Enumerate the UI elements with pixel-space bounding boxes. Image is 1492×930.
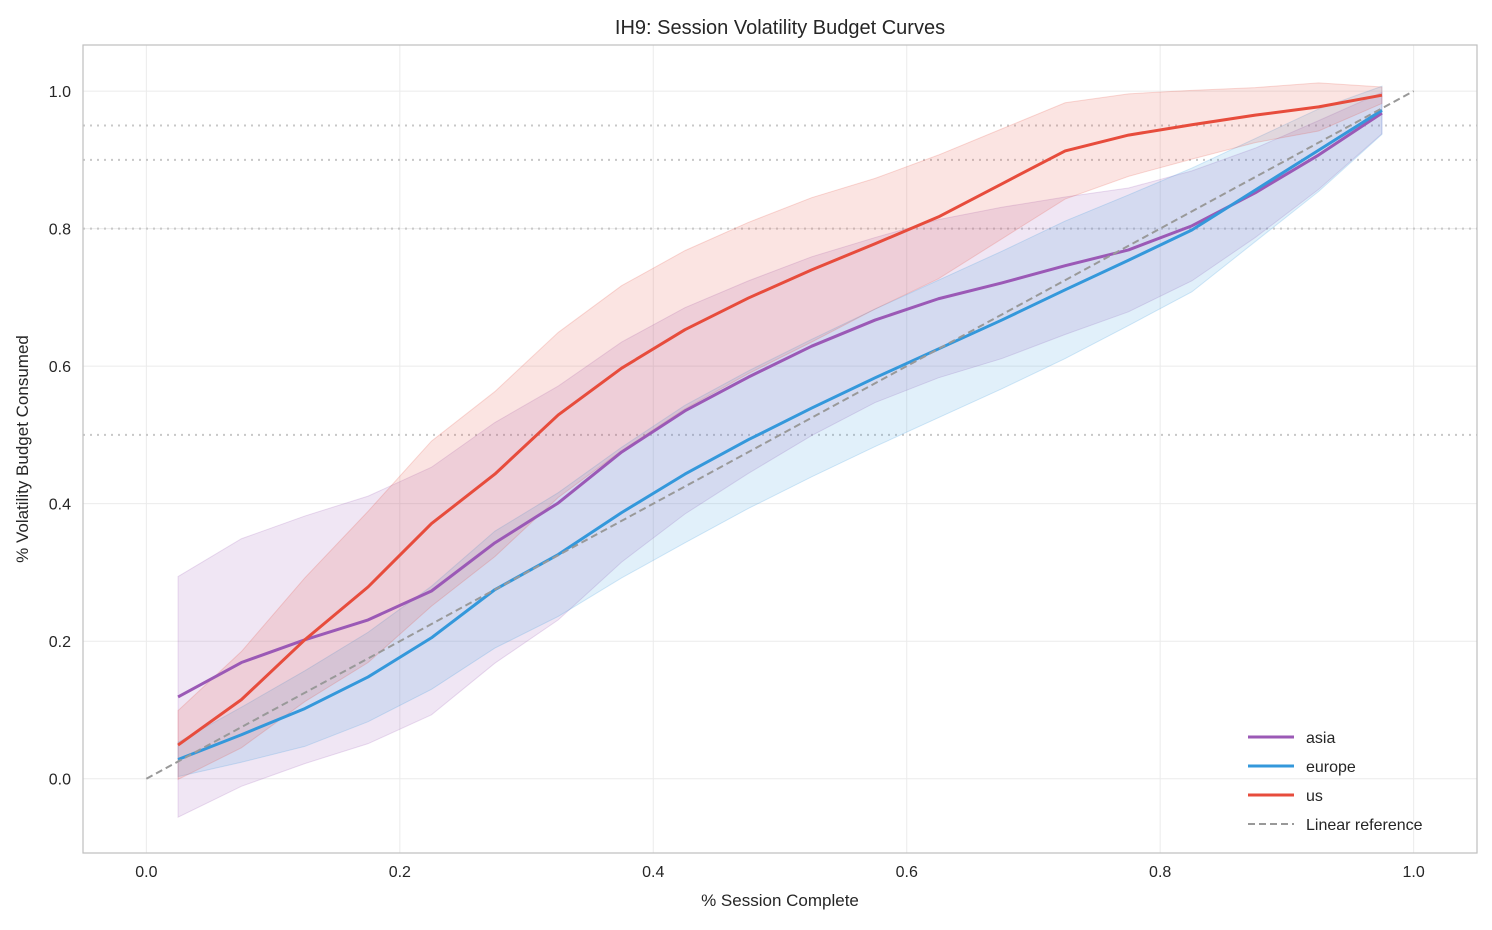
series-lines xyxy=(145,90,1415,780)
legend: asia europe us Linear reference xyxy=(1248,730,1423,834)
y-axis: 0.0 0.2 0.4 0.6 0.8 1.0 xyxy=(49,84,71,789)
y-tick-label: 0.2 xyxy=(49,634,71,651)
chart-title: IH9: Session Volatility Budget Curves xyxy=(615,17,945,39)
y-tick-label: 0.0 xyxy=(49,772,71,789)
line-us xyxy=(177,93,1383,747)
x-axis: 0.0 0.2 0.4 0.6 0.8 1.0 xyxy=(135,864,1425,881)
band-europe xyxy=(177,85,1383,778)
band-asia xyxy=(177,91,1383,819)
confidence-bands xyxy=(177,82,1383,819)
x-tick-label: 0.4 xyxy=(642,864,664,881)
threshold-lines xyxy=(83,124,1477,436)
legend-label: asia xyxy=(1306,730,1335,747)
x-tick-label: 0.2 xyxy=(389,864,411,881)
y-tick-label: 0.4 xyxy=(49,497,71,514)
line-asia xyxy=(177,111,1383,699)
x-axis-label: % Session Complete xyxy=(701,891,859,910)
x-tick-label: 1.0 xyxy=(1403,864,1425,881)
x-tick-label: 0.0 xyxy=(135,864,157,881)
y-tick-label: 0.8 xyxy=(49,222,71,239)
plot-frame xyxy=(82,44,1478,854)
legend-label: us xyxy=(1306,788,1323,805)
line-europe xyxy=(177,109,1383,761)
legend-label: europe xyxy=(1306,759,1356,776)
x-tick-label: 0.6 xyxy=(896,864,918,881)
y-tick-label: 0.6 xyxy=(49,359,71,376)
legend-label: Linear reference xyxy=(1306,817,1423,834)
line-linear-reference xyxy=(145,90,1415,780)
x-tick-label: 0.8 xyxy=(1149,864,1171,881)
y-axis-label: % Volatility Budget Consumed xyxy=(13,335,32,563)
y-tick-label: 1.0 xyxy=(49,84,71,101)
